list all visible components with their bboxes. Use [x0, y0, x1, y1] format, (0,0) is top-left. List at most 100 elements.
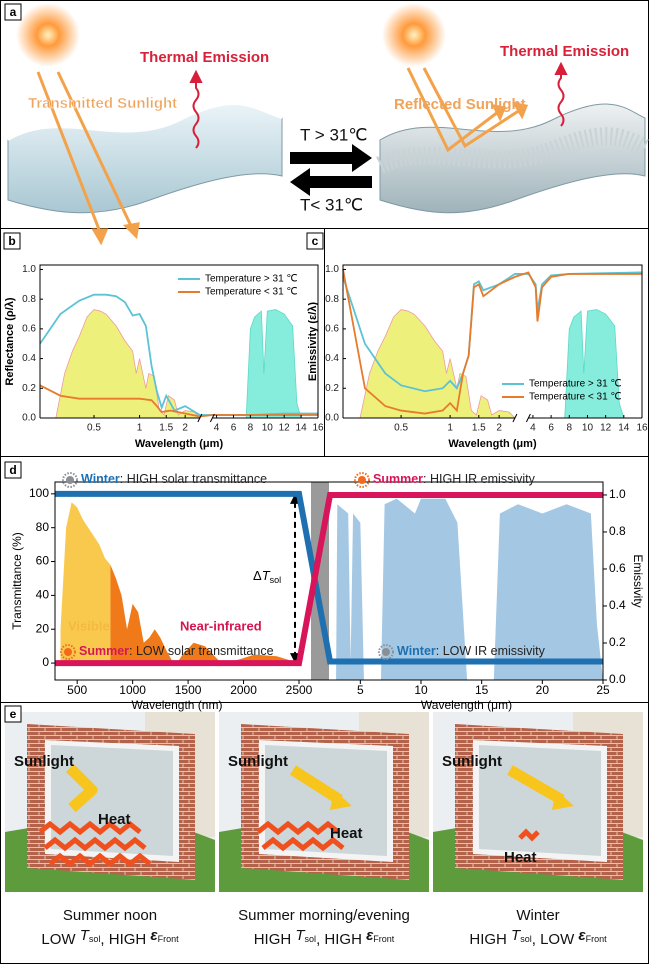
y2-tick-label: 1.0 [609, 487, 626, 501]
panel-label-box [306, 232, 324, 250]
x2-tick-label: 15 [475, 683, 489, 697]
icon [64, 648, 72, 656]
panel-a: Thermal Emission Transmitted Sunlight Re… [7, 3, 649, 246]
axis-frame [342, 264, 643, 418]
caption-part: sol [89, 934, 101, 944]
sunlight-label: Sunlight [14, 753, 74, 770]
y-tick-label: 0.8 [22, 294, 36, 305]
label: Thermal Emission [140, 49, 269, 66]
icon-rays [62, 472, 78, 488]
x-tick-label: 1500 [175, 683, 202, 697]
film-texture [376, 127, 649, 174]
icon-rays [60, 644, 76, 660]
line [342, 269, 642, 415]
annotation-text: : LOW solar transmittance [129, 644, 274, 658]
x-axis-title: Wavelength (nm) [132, 698, 223, 712]
icon [382, 648, 390, 656]
x-tick-label: 500 [67, 683, 87, 697]
x-axis-title: Wavelength (μm) [135, 438, 224, 450]
annotation: Winter: LOW IR emissivity [397, 644, 546, 658]
x-tick-label: 10 [262, 423, 274, 434]
x-tick-label: 14 [618, 423, 630, 434]
x2-axis-title: Wavelength (μm) [421, 698, 512, 712]
annotation-text: : HIGH solar transmittance [120, 472, 267, 486]
sunlight-arrow [552, 790, 574, 810]
y-tick-label: 0.0 [22, 413, 36, 424]
y-tick-label: 0.4 [325, 353, 339, 364]
panel-label: e [10, 707, 17, 721]
caption-part: Front [373, 934, 395, 944]
y-axis-title: Transmittance (%) [10, 532, 24, 630]
panel-label-box [4, 705, 22, 723]
sunlight-label: Sunlight [228, 753, 288, 770]
caption-part: HIGH [469, 931, 511, 948]
caption-part: , HIGH [316, 931, 366, 948]
x-tick-label: 2 [496, 423, 502, 434]
icon-rays [378, 644, 394, 660]
panel-label: a [10, 5, 17, 19]
axis-break [197, 413, 215, 423]
caption: Summer noon [63, 907, 157, 924]
x-tick-label: 1.5 [472, 423, 486, 434]
y-tick-label: 60 [36, 554, 50, 568]
axis-break [512, 413, 531, 423]
scene [433, 712, 643, 892]
x-tick-label: 14 [296, 423, 308, 434]
icon [66, 476, 74, 484]
caption-part: , LOW [532, 931, 579, 948]
annotation-text: : HIGH IR emissivity [423, 472, 536, 486]
x-tick-label: 2000 [230, 683, 257, 697]
sunlight-arrow [66, 764, 98, 813]
x-tick-label: 2500 [286, 683, 313, 697]
y-tick-label: 0.6 [325, 324, 339, 335]
y-tick-label: 40 [36, 588, 50, 602]
delta-part: sol [270, 575, 282, 585]
y-tick-label: 0.8 [325, 294, 339, 305]
region-label: Visible [68, 618, 110, 633]
legend-label: Temperature > 31 ℃ [529, 379, 622, 390]
x-tick-label: 1.5 [159, 423, 173, 434]
caption-line2: HIGH Tsol, LOW εFront [469, 927, 607, 948]
x-tick-label: 8 [567, 423, 573, 434]
sunlight-arrow [330, 790, 352, 810]
heat-label: Heat [504, 849, 537, 866]
spectrum-fill [245, 309, 302, 419]
x-tick-label: 1 [137, 423, 143, 434]
sunlight-label: Sunlight [442, 753, 502, 770]
annotation-text: : LOW IR emissivity [436, 644, 546, 658]
sun [382, 3, 446, 67]
emission-arrows [189, 61, 568, 149]
film-transparent [7, 103, 283, 214]
panel-label-box [4, 461, 22, 479]
label: T > 31℃ [300, 125, 367, 144]
film-edge [7, 103, 283, 141]
caption-part: ε [578, 927, 586, 944]
y2-tick-label: 0.8 [609, 524, 626, 538]
y-tick-label: 1.0 [22, 264, 36, 275]
y2-tick-label: 0.4 [609, 598, 626, 612]
spectrum-fill [564, 309, 625, 419]
caption-part: sol [520, 934, 532, 944]
caption-part: HIGH [254, 931, 296, 948]
y-tick-label: 20 [36, 621, 50, 635]
legend-label: Temperature > 31 ℃ [205, 274, 298, 285]
sunlight-arrow [507, 765, 565, 805]
line [39, 384, 318, 418]
annotation-key: Winter [81, 472, 120, 486]
spectrum-fill [110, 564, 299, 664]
annotation-key: Summer [373, 472, 423, 486]
heat-label: Heat [98, 811, 131, 828]
axis-frame [39, 264, 319, 418]
panel-label: b [8, 234, 15, 248]
delta-label: ΔTsol [253, 568, 281, 585]
x-tick-label: 1 [447, 423, 453, 434]
caption-part: sol [305, 934, 317, 944]
label: Transmitted Sunlight [28, 95, 177, 112]
y-tick-label: 0.4 [22, 353, 36, 364]
x-tick-label: 16 [636, 423, 648, 434]
y-tick-label: 0.6 [22, 324, 36, 335]
heat-label: Heat [330, 825, 363, 842]
spectrum-fill [359, 309, 516, 419]
delta-part: Δ [253, 568, 262, 583]
caption-line2: HIGH Tsol, HIGH εFront [254, 927, 395, 948]
